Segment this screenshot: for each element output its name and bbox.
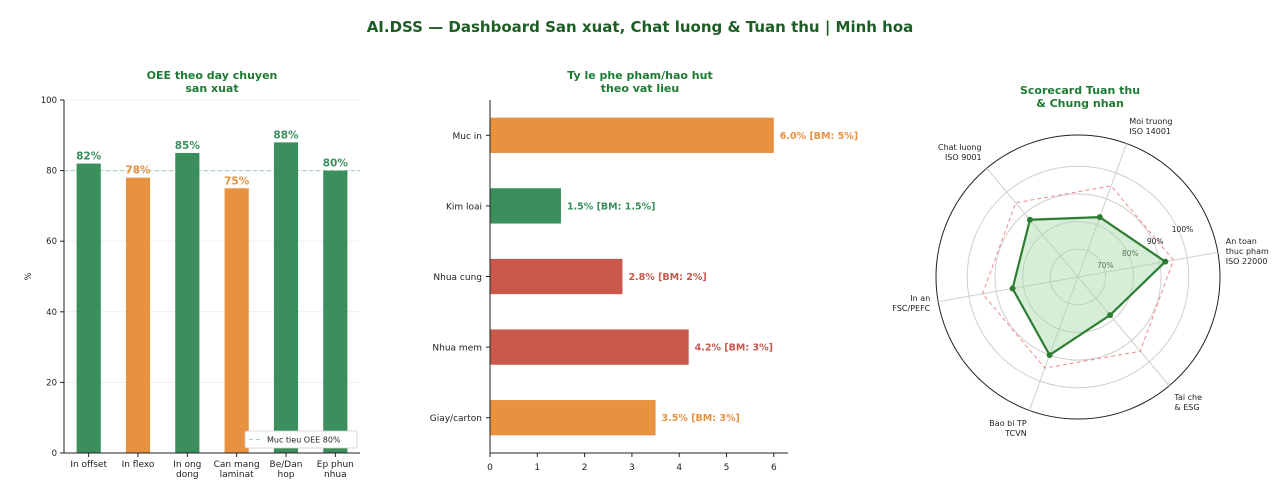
y-tick-label: Kim loai xyxy=(446,202,482,212)
legend-label: Muc tieu OEE 80% xyxy=(267,436,341,445)
bar xyxy=(175,152,200,453)
x-tick-label: 5 xyxy=(724,463,730,473)
radar-spoke xyxy=(1077,276,1170,387)
data-label: 78% xyxy=(125,165,151,177)
y-tick-label: 0 xyxy=(52,449,57,459)
radar-ring xyxy=(1049,248,1107,306)
radar-axis-label: In an FSC/PEFC xyxy=(892,294,930,313)
x-tick-label: In offset xyxy=(70,460,107,470)
radar-ring-label: 90% xyxy=(1147,237,1164,246)
radar-ring-label: 80% xyxy=(1122,249,1139,258)
y-tick-label: 100 xyxy=(41,96,57,106)
x-tick-label: Can mang laminat xyxy=(214,460,260,480)
y-tick-label: 60 xyxy=(46,237,57,247)
radar-point xyxy=(1046,352,1053,359)
bar xyxy=(273,142,299,454)
y-axis-label: % xyxy=(24,272,34,280)
data-label: 75% xyxy=(224,175,250,187)
x-tick-label: 2 xyxy=(582,463,588,473)
x-tick-label: Ep phun nhua xyxy=(317,460,354,480)
radar-ring xyxy=(1022,221,1134,333)
bar xyxy=(490,258,623,295)
x-tick-label: 1 xyxy=(534,463,540,473)
radar-series-area xyxy=(1011,216,1167,357)
data-label: 80% xyxy=(323,158,349,170)
bar xyxy=(490,400,656,436)
radar-axis-label: An toan thuc pham ISO 22000 xyxy=(1226,237,1269,266)
y-tick-label: 20 xyxy=(46,378,57,388)
y-tick-label: Nhua cung xyxy=(433,273,482,283)
radar-axis-label: Tai che & ESG xyxy=(1173,393,1202,412)
radar-point xyxy=(1107,312,1114,319)
radar-spoke xyxy=(986,167,1079,278)
data-label: 1.5% [BM: 1.5%] xyxy=(567,201,656,212)
data-label: 88% xyxy=(273,129,299,141)
y-tick-label: 40 xyxy=(46,308,57,318)
bar xyxy=(76,163,101,453)
radar-ring-label: 70% xyxy=(1097,261,1114,270)
scrap-rate-bar-chart: Ty le phe pham/hao hut theo vat lieu 6.0% … xyxy=(430,69,858,473)
x-tick-label: In flexo xyxy=(122,460,155,470)
radar-spoke xyxy=(938,276,1079,303)
y-tick-label: Muc in xyxy=(453,132,482,142)
bar xyxy=(224,188,249,453)
radar-spoke xyxy=(1028,276,1079,411)
x-tick-label: Be/Dan hop xyxy=(270,460,303,480)
radar-ring xyxy=(966,165,1190,389)
y-tick-label: 80 xyxy=(46,167,57,177)
data-label: 85% xyxy=(175,140,201,152)
radar-spoke xyxy=(1077,251,1218,278)
oee-bar-chart: OEE theo day chuyen san xuat 0 20 40 60 80 100%… xyxy=(24,69,360,480)
legend-box xyxy=(244,430,358,449)
data-label: 4.2% [BM: 3%] xyxy=(695,343,773,354)
bar xyxy=(490,188,561,224)
radar-chart-title: Scorecard Tuan thu & Chung nhan xyxy=(1020,84,1140,110)
radar-spoke xyxy=(1077,143,1128,278)
bar xyxy=(125,177,151,453)
y-tick-label: Nhua mem xyxy=(432,344,482,354)
data-label: 6.0% [BM: 5%] xyxy=(780,131,858,142)
bar xyxy=(323,170,348,453)
scrap-chart-title: Ty le phe pham/hao hut theo vat lieu xyxy=(567,69,712,95)
compliance-radar-chart: Scorecard Tuan thu & Chung nhan 70% 80% 90% 1… xyxy=(892,84,1269,438)
data-label: 82% xyxy=(76,151,102,163)
radar-target-polygon xyxy=(981,185,1175,369)
radar-point xyxy=(1026,216,1033,223)
oee-chart-title: OEE theo day chuyen san xuat xyxy=(147,69,278,95)
radar-axis-label: Bao bi TP TCVN xyxy=(989,419,1027,438)
bar xyxy=(490,117,774,153)
x-tick-label: 3 xyxy=(629,463,635,473)
radar-point xyxy=(1162,258,1169,265)
data-label: 2.8% [BM: 2%] xyxy=(628,272,706,283)
radar-ring-label: 100% xyxy=(1172,225,1193,234)
radar-axis-label: Moi truong ISO 14001 xyxy=(1129,117,1172,136)
x-tick-label: In ong dong xyxy=(173,460,201,480)
x-tick-label: 4 xyxy=(676,463,682,473)
radar-frame xyxy=(935,134,1221,420)
dashboard-title: AI.DSS — Dashboard San xuat, Chat luong … xyxy=(366,18,914,36)
bar xyxy=(490,329,689,365)
x-tick-label: 0 xyxy=(487,463,493,473)
radar-ring xyxy=(994,193,1162,361)
radar-axis-label: Chat luong ISO 9001 xyxy=(938,143,982,162)
y-tick-label: Giay/carton xyxy=(430,414,482,424)
data-label: 3.5% [BM: 3%] xyxy=(662,413,740,424)
radar-point xyxy=(1009,285,1016,292)
radar-point xyxy=(1096,214,1103,221)
x-tick-label: 6 xyxy=(771,463,777,473)
